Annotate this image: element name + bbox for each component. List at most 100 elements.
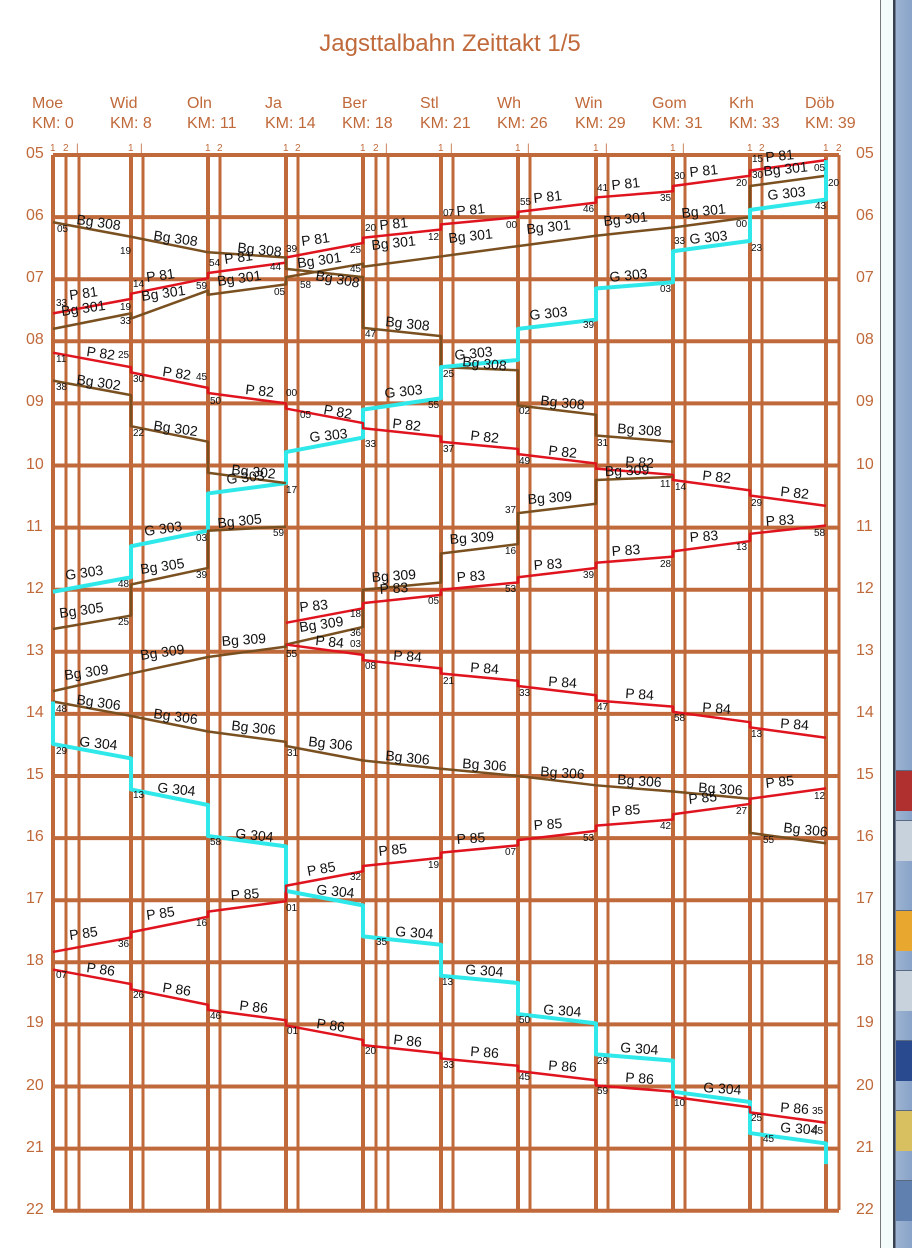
train-label: Bg 301 [296,249,342,271]
time-label: 44 [270,262,282,273]
taskbar-app-icon[interactable] [896,1180,912,1221]
svg-text:1: 1 [670,143,676,154]
time-label: 48 [56,704,68,715]
time-label: 33 [443,1060,455,1071]
time-label: 39 [196,570,208,581]
time-label: 35 [812,1106,824,1117]
time-label: 01 [287,1026,299,1037]
train-label: P 85 [68,923,99,943]
taskbar-app-icon[interactable] [896,1110,912,1151]
hour-label: 09 [26,393,44,411]
time-label: 05 [57,224,69,235]
train-label: Bg 306 [698,779,744,798]
train-path [285,643,827,739]
train-label: Bg 301 [60,297,106,319]
train-label: G 303 [64,562,104,583]
train-label: Bg 302 [76,371,122,393]
station-label: Ber KM: 18 [342,94,393,134]
taskbar-app-icon[interactable] [896,970,912,1011]
train-label: P 81 [456,200,486,219]
time-label: 01 [286,903,298,914]
time-label: 02 [519,406,531,417]
taskbar-app-icon[interactable] [896,770,912,811]
hour-label: 21 [856,1138,874,1156]
train-label: P 86 [162,979,193,999]
time-label: 12 [814,791,826,802]
time-label: 50 [210,396,222,407]
train-label: Bg 301 [681,200,727,221]
station-km: KM: 14 [265,115,316,132]
time-label: 25 [751,1113,763,1124]
train-label: Bg 309 [221,630,267,649]
svg-text:1: 1 [360,143,366,154]
train-label: P 82 [625,453,655,471]
time-label: 27 [736,806,748,817]
time-label: 25 [118,350,130,361]
time-label: 08 [365,661,377,672]
svg-text:|: | [76,143,79,154]
time-label: 59 [196,281,208,292]
time-label: 03 [196,533,208,544]
time-label: 22 [133,428,145,439]
train-label: P 86 [548,1057,578,1075]
time-label: 37 [443,444,455,455]
svg-text:|: | [385,143,388,154]
time-label: 19 [120,246,132,257]
train-path [285,524,827,625]
station-name: Gom [652,95,687,112]
train-label: G 303 [309,425,349,445]
train-path [52,160,828,594]
svg-text:|: | [605,143,608,154]
station-label: Win KM: 29 [575,94,626,134]
station-km: KM: 31 [652,115,703,132]
train-path [52,221,674,443]
train-label: Bg 308 [153,227,199,249]
time-label: 25 [443,369,455,380]
train-label: P 81 [223,247,254,267]
time-label: 29 [751,498,763,509]
train-label: P 85 [306,858,337,879]
hour-label: 20 [26,1076,44,1094]
time-label: 10 [674,1098,686,1109]
svg-text:2: 2 [217,143,223,154]
station-label: Oln KM: 11 [187,94,237,134]
time-label: 55 [763,835,775,846]
train-label: Bg 309 [449,528,495,547]
train-label: Bg 306 [385,747,431,768]
train-label: P 81 [533,187,563,206]
train-label: P 82 [470,427,500,446]
time-label: 33 [519,688,531,699]
svg-text:2: 2 [373,143,379,154]
train-label: P 82 [162,363,193,383]
station-km: KM: 33 [729,115,780,132]
station-km: KM: 18 [342,115,393,132]
train-label: G 303 [609,265,649,285]
hour-label: 05 [26,145,44,162]
train-label: Bg 301 [526,216,572,237]
train-label: Bg 301 [140,282,186,304]
hour-label: 21 [26,1138,44,1156]
train-label: Bg 308 [540,392,586,413]
taskbar-app-icon[interactable] [896,910,912,951]
train-label: Bg 306 [308,733,354,754]
time-label: 12 [428,232,440,243]
svg-text:|: | [140,143,143,154]
taskbar-app-icon[interactable] [896,820,912,861]
train-path [52,174,827,331]
train-label: P 84 [702,699,732,717]
train-label: G 304 [79,733,119,753]
time-label: 58 [300,280,312,291]
train-label: P 81 [689,161,719,180]
taskbar-app-icon[interactable] [896,1040,912,1081]
train-label: P 81 [765,146,795,165]
time-label: 07 [443,208,455,219]
svg-text:1: 1 [515,143,521,154]
train-label: G 303 [454,343,494,363]
train-label: G 303 [767,183,807,203]
train-label: Bg 301 [763,158,809,179]
time-label: 49 [519,456,531,467]
hour-label: 14 [856,703,874,721]
train-label: P 81 [611,174,641,193]
station-km: KM: 11 [187,115,237,132]
train-path [52,525,287,631]
